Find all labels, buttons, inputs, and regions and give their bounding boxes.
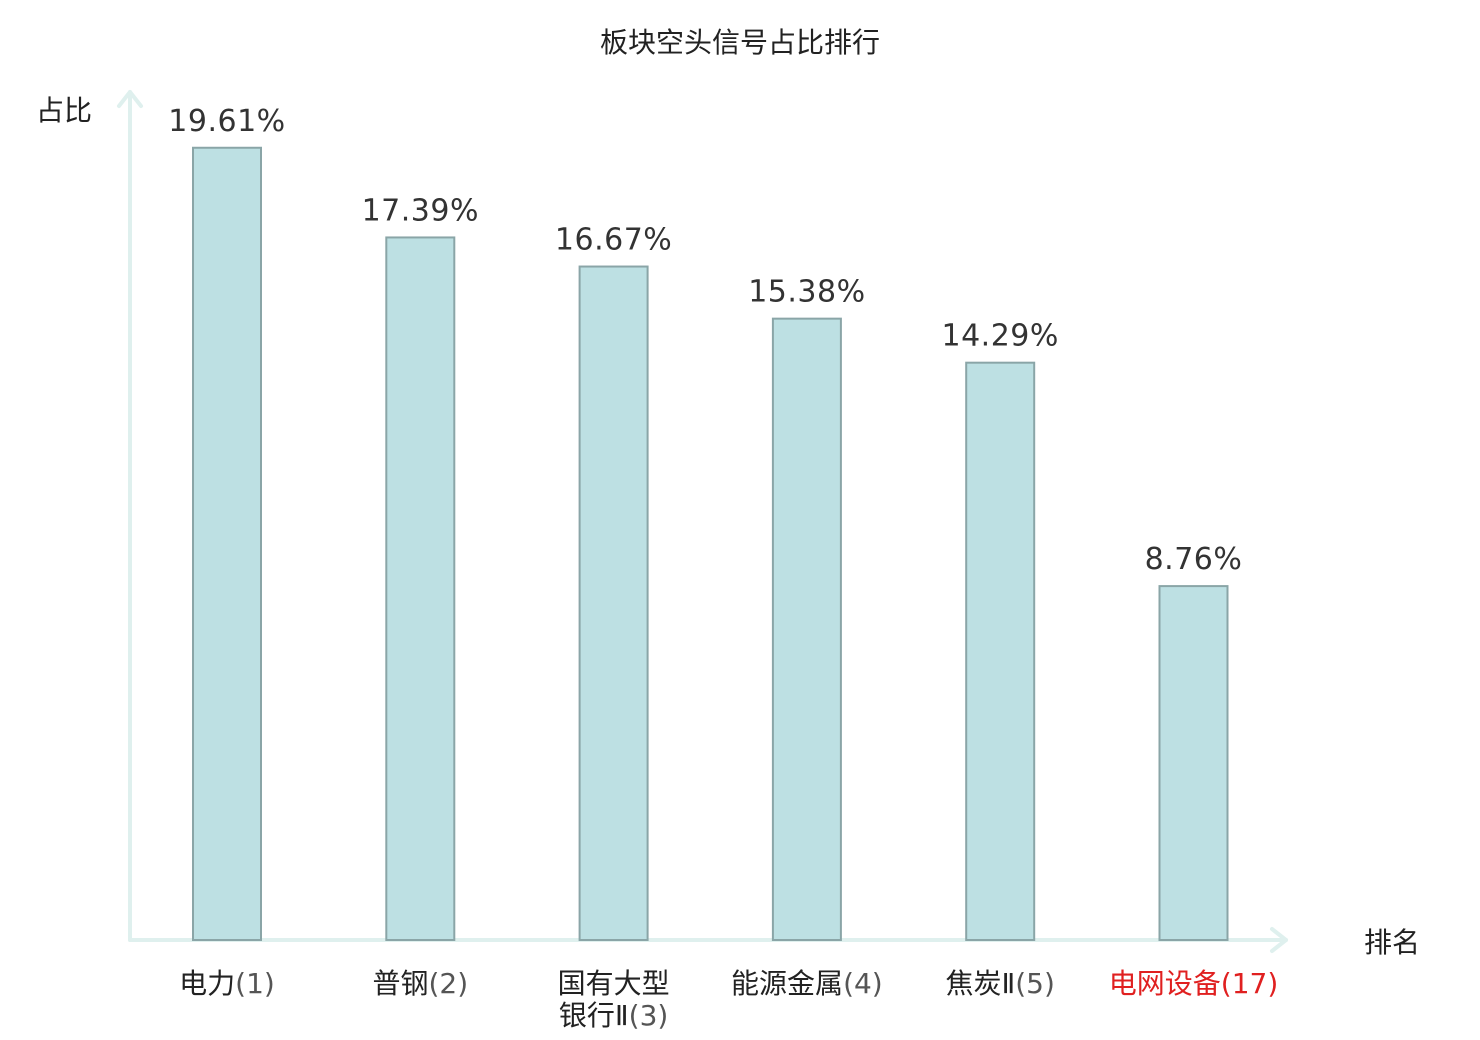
value-label-1: 19.61%	[168, 104, 285, 139]
category-label-4: 能源金属(4)	[731, 967, 883, 1000]
x-axis-arrow	[1270, 927, 1288, 953]
category-label-5: 焦炭Ⅱ(5)	[945, 967, 1054, 1000]
bar-2	[385, 236, 456, 942]
category-label-1: 电力(1)	[179, 967, 275, 1000]
category-label-3: 国有大型银行Ⅱ(3)	[558, 967, 670, 1032]
bar-6	[1158, 585, 1229, 941]
value-labels: 19.61% 17.39% 16.67% 15.38% 14.29% 8.76%	[168, 104, 1242, 577]
value-label-4: 15.38%	[748, 275, 865, 310]
bar-1	[192, 146, 262, 942]
bar-4	[771, 317, 842, 941]
value-label-5: 14.29%	[942, 319, 1059, 354]
value-label-3: 16.67%	[555, 223, 672, 258]
chart-title: 板块空头信号占比排行	[600, 26, 880, 59]
category-label-6: 电网设备(17)	[1109, 967, 1279, 1000]
bar-3	[578, 265, 649, 942]
x-axis: 排名	[128, 926, 1420, 959]
y-axis-arrow	[117, 90, 143, 108]
category-labels: 电力(1) 普钢(2) 国有大型银行Ⅱ(3) 能源金属(4) 焦炭Ⅱ(5) 电网设备(17…	[179, 967, 1278, 1032]
value-label-6: 8.76%	[1145, 542, 1243, 577]
y-axis: 占比	[36, 90, 143, 942]
value-label-2: 17.39%	[362, 193, 479, 228]
x-axis-label: 排名	[1364, 926, 1420, 959]
category-label-2: 普钢(2)	[372, 967, 468, 1000]
bar-series	[192, 146, 1229, 942]
bar-5	[965, 361, 1036, 941]
y-axis-label: 占比	[36, 94, 92, 127]
